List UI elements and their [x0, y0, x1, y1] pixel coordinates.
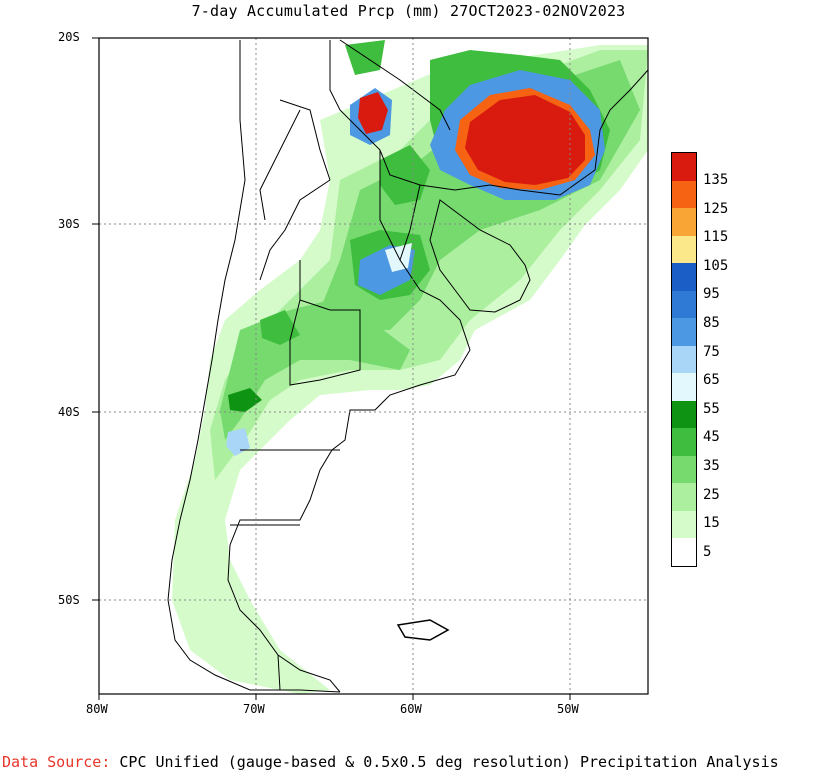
legend-label: 125 — [703, 200, 729, 217]
lat-label-20s: 20S — [58, 30, 80, 44]
legend-label: 45 — [703, 429, 720, 446]
legend-swatch — [671, 455, 697, 483]
legend-swatch — [671, 180, 697, 208]
legend-swatch — [671, 400, 697, 428]
lat-label-40s: 40S — [58, 405, 80, 419]
lon-label-50w: 50W — [557, 702, 579, 716]
legend-swatch — [671, 152, 697, 181]
legend-swatch — [671, 345, 697, 373]
country-borders — [167, 39, 649, 693]
grid-lines — [99, 38, 648, 694]
lat-label-50s: 50S — [58, 593, 80, 607]
precip-shading — [172, 40, 648, 694]
legend-label: 85 — [703, 315, 720, 331]
legend-label: 15 — [703, 515, 720, 532]
axis-ticks — [92, 37, 571, 700]
legend-label: 135 — [703, 172, 729, 188]
lat-label-30s: 30S — [58, 217, 80, 231]
legend-label: 65 — [703, 372, 720, 389]
lon-label-80w: 80W — [86, 702, 108, 716]
legend-label: 105 — [703, 257, 729, 274]
legend-swatch — [671, 235, 697, 263]
legend-swatch — [671, 510, 697, 538]
legend-swatch — [671, 290, 697, 318]
legend-swatch — [671, 318, 697, 346]
data-source-text: CPC Unified (gauge-based & 0.5x0.5 deg r… — [119, 753, 779, 771]
legend-swatch — [671, 373, 697, 401]
legend-swatch — [671, 538, 697, 567]
data-source-label: Data Source: — [2, 753, 111, 771]
legend-label: 25 — [703, 486, 720, 503]
legend-swatch — [671, 483, 697, 511]
lon-label-60w: 60W — [400, 702, 422, 716]
legend-label: 5 — [703, 543, 712, 560]
map-frame — [98, 37, 649, 695]
legend-swatch — [671, 208, 697, 236]
legend-swatch — [671, 428, 697, 456]
legend-label: 75 — [703, 343, 720, 360]
legend-label: 95 — [703, 286, 720, 303]
legend-label: 35 — [703, 458, 720, 474]
legend-label: 55 — [703, 400, 720, 417]
legend-swatch — [671, 263, 697, 291]
data-source-footer: Data Source: CPC Unified (gauge-based & … — [2, 753, 779, 771]
legend-label: 115 — [703, 229, 729, 246]
falkland-islands — [396, 619, 450, 641]
legend-colorbar — [671, 152, 697, 567]
lon-label-70w: 70W — [243, 702, 265, 716]
map-title: 7-day Accumulated Prcp (mm) 27OCT2023-02… — [191, 2, 626, 20]
